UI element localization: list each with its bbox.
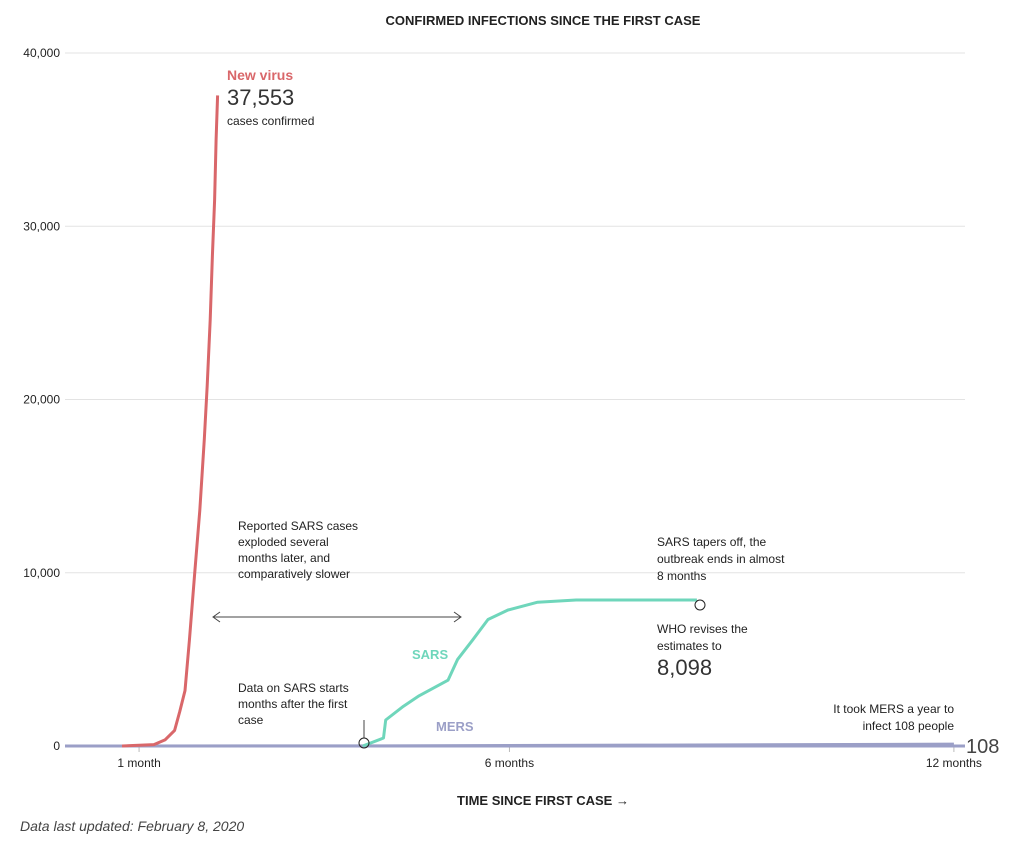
y-tick-label: 0 xyxy=(53,739,60,753)
series-line-mers xyxy=(64,742,954,748)
svg-text:Data on SARS starts: Data on SARS starts xyxy=(238,681,349,695)
svg-text:estimates to: estimates to xyxy=(657,639,722,653)
mers-annotation: It took MERS a year to infect 108 people xyxy=(833,702,954,733)
new-virus-value: 37,553 xyxy=(227,85,294,110)
y-tick-label: 20,000 xyxy=(23,393,60,407)
mers-value: 108 xyxy=(966,736,999,758)
sars-label: SARS xyxy=(412,647,448,662)
svg-text:It took MERS a year to: It took MERS a year to xyxy=(833,702,954,716)
sars-start-annotation: Data on SARS starts months after the fir… xyxy=(238,681,349,727)
who-value: 8,098 xyxy=(657,655,712,680)
x-tick-label: 1 month xyxy=(117,756,160,770)
gap-annotation: Reported SARS cases exploded several mon… xyxy=(238,519,358,581)
y-tick-label: 40,000 xyxy=(23,46,60,60)
arrow-heads xyxy=(212,611,462,623)
sars-taper-annotation: SARS tapers off, the outbreak ends in al… xyxy=(657,535,785,583)
series-line-new-virus xyxy=(121,95,220,748)
y-tick-label: 30,000 xyxy=(23,219,60,233)
sars-start-marker xyxy=(358,737,370,749)
who-annotation: WHO revises the estimates to xyxy=(657,622,748,653)
y-tick-label: 10,000 xyxy=(23,566,60,580)
x-axis-label: TIME SINCE FIRST CASE → xyxy=(457,793,629,808)
svg-text:months after the first: months after the first xyxy=(238,697,348,711)
x-tick-label: 12 months xyxy=(926,756,982,770)
svg-text:8 months: 8 months xyxy=(657,569,706,583)
svg-text:months later, and: months later, and xyxy=(238,551,330,565)
svg-text:infect 108 people: infect 108 people xyxy=(863,719,955,733)
footnote: Data last updated: February 8, 2020 xyxy=(20,818,244,834)
svg-text:case: case xyxy=(238,713,264,727)
chart-title: CONFIRMED INFECTIONS SINCE THE FIRST CAS… xyxy=(386,13,701,28)
series-line-sars xyxy=(362,598,697,748)
svg-text:outbreak ends in almost: outbreak ends in almost xyxy=(657,552,785,566)
x-tick-label: 6 months xyxy=(485,756,534,770)
svg-text:exploded several: exploded several xyxy=(238,535,329,549)
sars-end-marker xyxy=(694,599,706,611)
new-virus-label: New virus xyxy=(227,67,293,83)
svg-text:comparatively slower: comparatively slower xyxy=(238,567,350,581)
svg-text:Reported SARS cases: Reported SARS cases xyxy=(238,519,358,533)
svg-text:WHO revises the: WHO revises the xyxy=(657,622,748,636)
mers-label: MERS xyxy=(436,719,474,734)
svg-text:SARS tapers off, the: SARS tapers off, the xyxy=(657,535,766,549)
new-virus-sub: cases confirmed xyxy=(227,114,314,128)
